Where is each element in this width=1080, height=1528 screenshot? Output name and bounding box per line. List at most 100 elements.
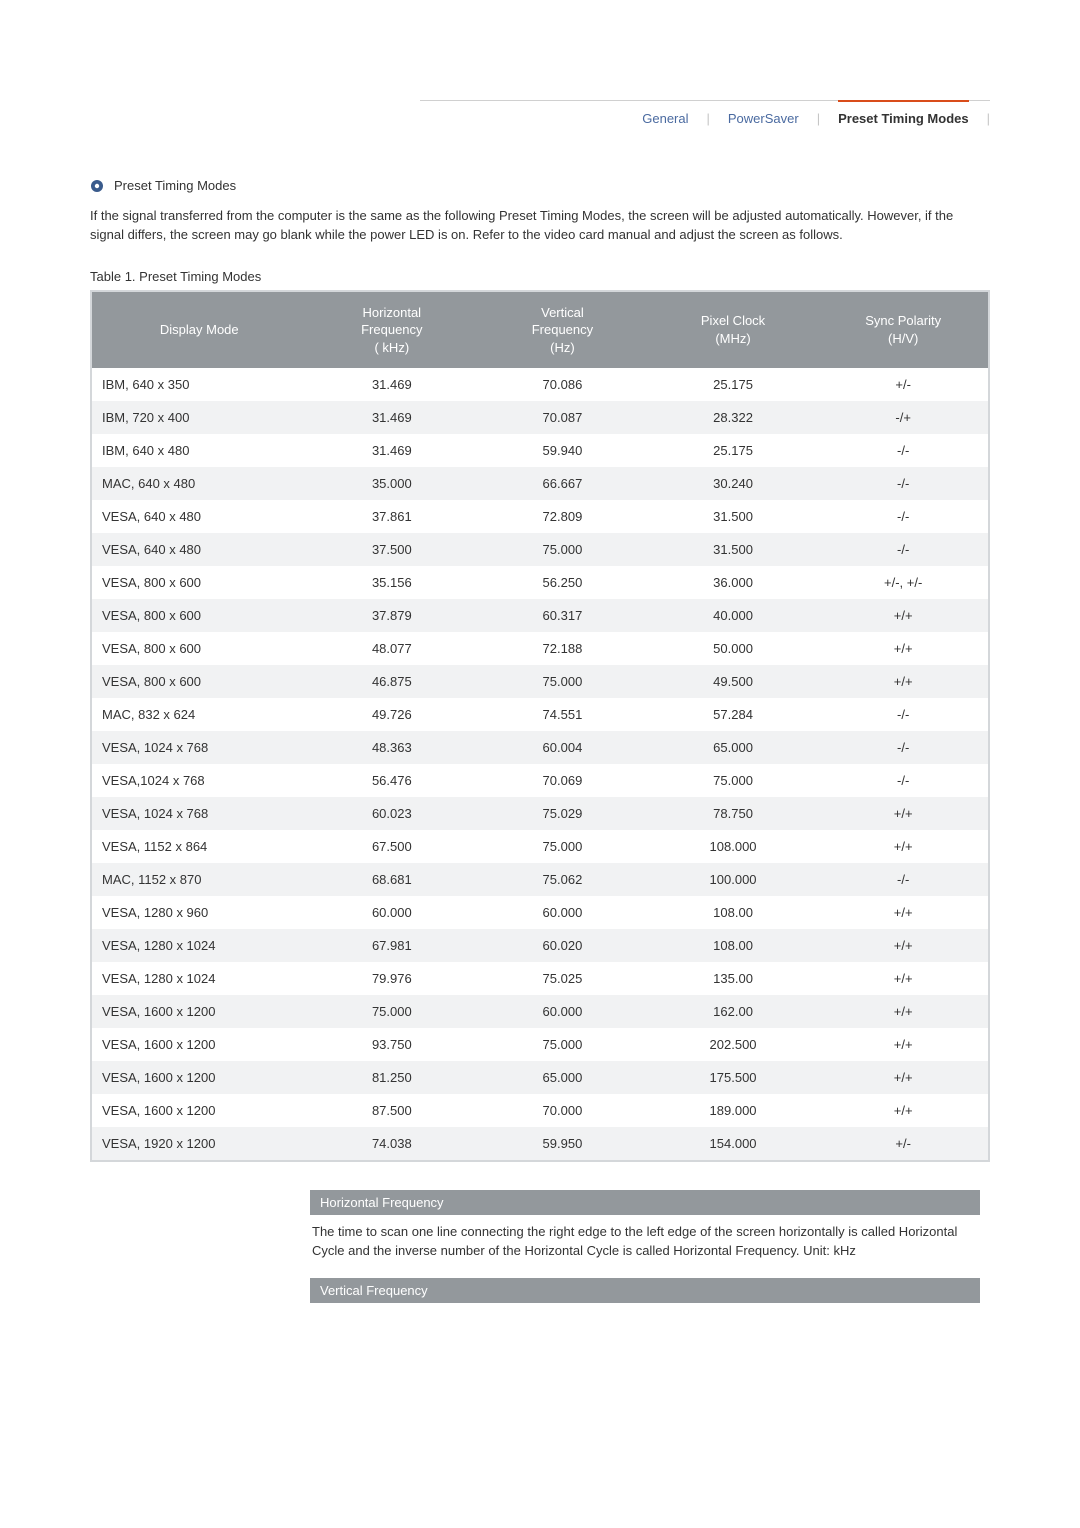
cell-display-mode: VESA, 1152 x 864 [91, 830, 307, 863]
cell-value: 37.879 [307, 599, 478, 632]
cell-display-mode: VESA, 1280 x 960 [91, 896, 307, 929]
cell-value: 75.000 [477, 665, 648, 698]
cell-display-mode: VESA, 640 x 480 [91, 500, 307, 533]
table-row: VESA, 1600 x 120093.75075.000202.500+/+ [91, 1028, 989, 1061]
table-row: VESA,1024 x 76856.47670.06975.000-/- [91, 764, 989, 797]
definition-title-vertical: Vertical Frequency [310, 1278, 980, 1303]
definitions-block: Horizontal Frequency The time to scan on… [310, 1190, 980, 1302]
cell-value: 74.038 [307, 1127, 478, 1161]
table-row: VESA, 1280 x 102479.97675.025135.00+/+ [91, 962, 989, 995]
cell-value: +/+ [818, 1094, 989, 1127]
tab-separator: | [987, 111, 990, 128]
definition-title-horizontal: Horizontal Frequency [310, 1190, 980, 1215]
cell-display-mode: MAC, 832 x 624 [91, 698, 307, 731]
cell-value: 78.750 [648, 797, 819, 830]
table-row: VESA, 640 x 48037.50075.00031.500-/- [91, 533, 989, 566]
table-column-header: VerticalFrequency(Hz) [477, 291, 648, 369]
cell-value: 30.240 [648, 467, 819, 500]
cell-value: -/- [818, 467, 989, 500]
cell-value: 57.284 [648, 698, 819, 731]
cell-display-mode: MAC, 1152 x 870 [91, 863, 307, 896]
section-header: Preset Timing Modes [90, 178, 990, 193]
cell-value: 49.726 [307, 698, 478, 731]
table-row: VESA, 640 x 48037.86172.80931.500-/- [91, 500, 989, 533]
cell-display-mode: VESA, 1920 x 1200 [91, 1127, 307, 1161]
cell-display-mode: VESA, 800 x 600 [91, 632, 307, 665]
tab-separator: | [707, 111, 710, 128]
cell-value: +/- [818, 1127, 989, 1161]
cell-value: 175.500 [648, 1061, 819, 1094]
table-row: VESA, 800 x 60035.15656.25036.000+/-, +/… [91, 566, 989, 599]
cell-value: 202.500 [648, 1028, 819, 1061]
cell-value: 108.000 [648, 830, 819, 863]
cell-value: 162.00 [648, 995, 819, 1028]
cell-value: 31.469 [307, 401, 478, 434]
cell-value: 25.175 [648, 368, 819, 401]
cell-value: 67.981 [307, 929, 478, 962]
table-column-header: Display Mode [91, 291, 307, 369]
cell-value: 46.875 [307, 665, 478, 698]
tab-separator: | [817, 111, 820, 128]
cell-display-mode: VESA, 1024 x 768 [91, 797, 307, 830]
cell-value: 100.000 [648, 863, 819, 896]
cell-value: 65.000 [648, 731, 819, 764]
cell-value: 70.069 [477, 764, 648, 797]
cell-value: 37.500 [307, 533, 478, 566]
cell-value: -/- [818, 500, 989, 533]
table-body: IBM, 640 x 35031.46970.08625.175+/-IBM, … [91, 368, 989, 1161]
cell-value: 154.000 [648, 1127, 819, 1161]
cell-value: 70.000 [477, 1094, 648, 1127]
cell-value: +/+ [818, 665, 989, 698]
cell-value: 49.500 [648, 665, 819, 698]
cell-value: 70.086 [477, 368, 648, 401]
cell-value: -/- [818, 434, 989, 467]
cell-value: +/-, +/- [818, 566, 989, 599]
cell-value: 67.500 [307, 830, 478, 863]
table-header: Display ModeHorizontalFrequency( kHz)Ver… [91, 291, 989, 369]
table-row: MAC, 1152 x 87068.68175.062100.000-/- [91, 863, 989, 896]
cell-value: 189.000 [648, 1094, 819, 1127]
cell-display-mode: VESA, 800 x 600 [91, 566, 307, 599]
cell-value: 36.000 [648, 566, 819, 599]
cell-value: 60.000 [477, 995, 648, 1028]
bullet-icon [90, 179, 104, 193]
cell-value: 79.976 [307, 962, 478, 995]
cell-display-mode: VESA, 1600 x 1200 [91, 1061, 307, 1094]
cell-value: 72.809 [477, 500, 648, 533]
tab-powersaver[interactable]: PowerSaver [728, 111, 799, 128]
tab-preset-timing[interactable]: Preset Timing Modes [838, 100, 969, 128]
cell-value: 25.175 [648, 434, 819, 467]
cell-value: 93.750 [307, 1028, 478, 1061]
cell-value: +/+ [818, 830, 989, 863]
cell-value: -/+ [818, 401, 989, 434]
table-row: VESA, 1600 x 120081.25065.000175.500+/+ [91, 1061, 989, 1094]
cell-value: 75.000 [648, 764, 819, 797]
table-column-header: Sync Polarity(H/V) [818, 291, 989, 369]
section-title: Preset Timing Modes [114, 178, 236, 193]
cell-display-mode: IBM, 640 x 350 [91, 368, 307, 401]
cell-value: 75.000 [307, 995, 478, 1028]
intro-paragraph: If the signal transferred from the compu… [90, 207, 990, 245]
table-caption: Table 1. Preset Timing Modes [90, 269, 990, 284]
cell-value: -/- [818, 863, 989, 896]
cell-value: 87.500 [307, 1094, 478, 1127]
cell-value: -/- [818, 698, 989, 731]
cell-value: -/- [818, 731, 989, 764]
tab-general[interactable]: General [642, 111, 688, 128]
cell-value: 60.004 [477, 731, 648, 764]
cell-value: 37.861 [307, 500, 478, 533]
cell-value: +/+ [818, 962, 989, 995]
table-row: VESA, 1600 x 120075.00060.000162.00+/+ [91, 995, 989, 1028]
cell-value: 108.00 [648, 929, 819, 962]
cell-value: +/+ [818, 632, 989, 665]
cell-value: 108.00 [648, 896, 819, 929]
cell-value: -/- [818, 764, 989, 797]
cell-display-mode: VESA, 800 x 600 [91, 665, 307, 698]
cell-value: 31.500 [648, 533, 819, 566]
cell-display-mode: VESA,1024 x 768 [91, 764, 307, 797]
cell-value: 65.000 [477, 1061, 648, 1094]
cell-value: -/- [818, 533, 989, 566]
cell-display-mode: MAC, 640 x 480 [91, 467, 307, 500]
table-row: MAC, 640 x 48035.00066.66730.240-/- [91, 467, 989, 500]
cell-value: +/+ [818, 1061, 989, 1094]
